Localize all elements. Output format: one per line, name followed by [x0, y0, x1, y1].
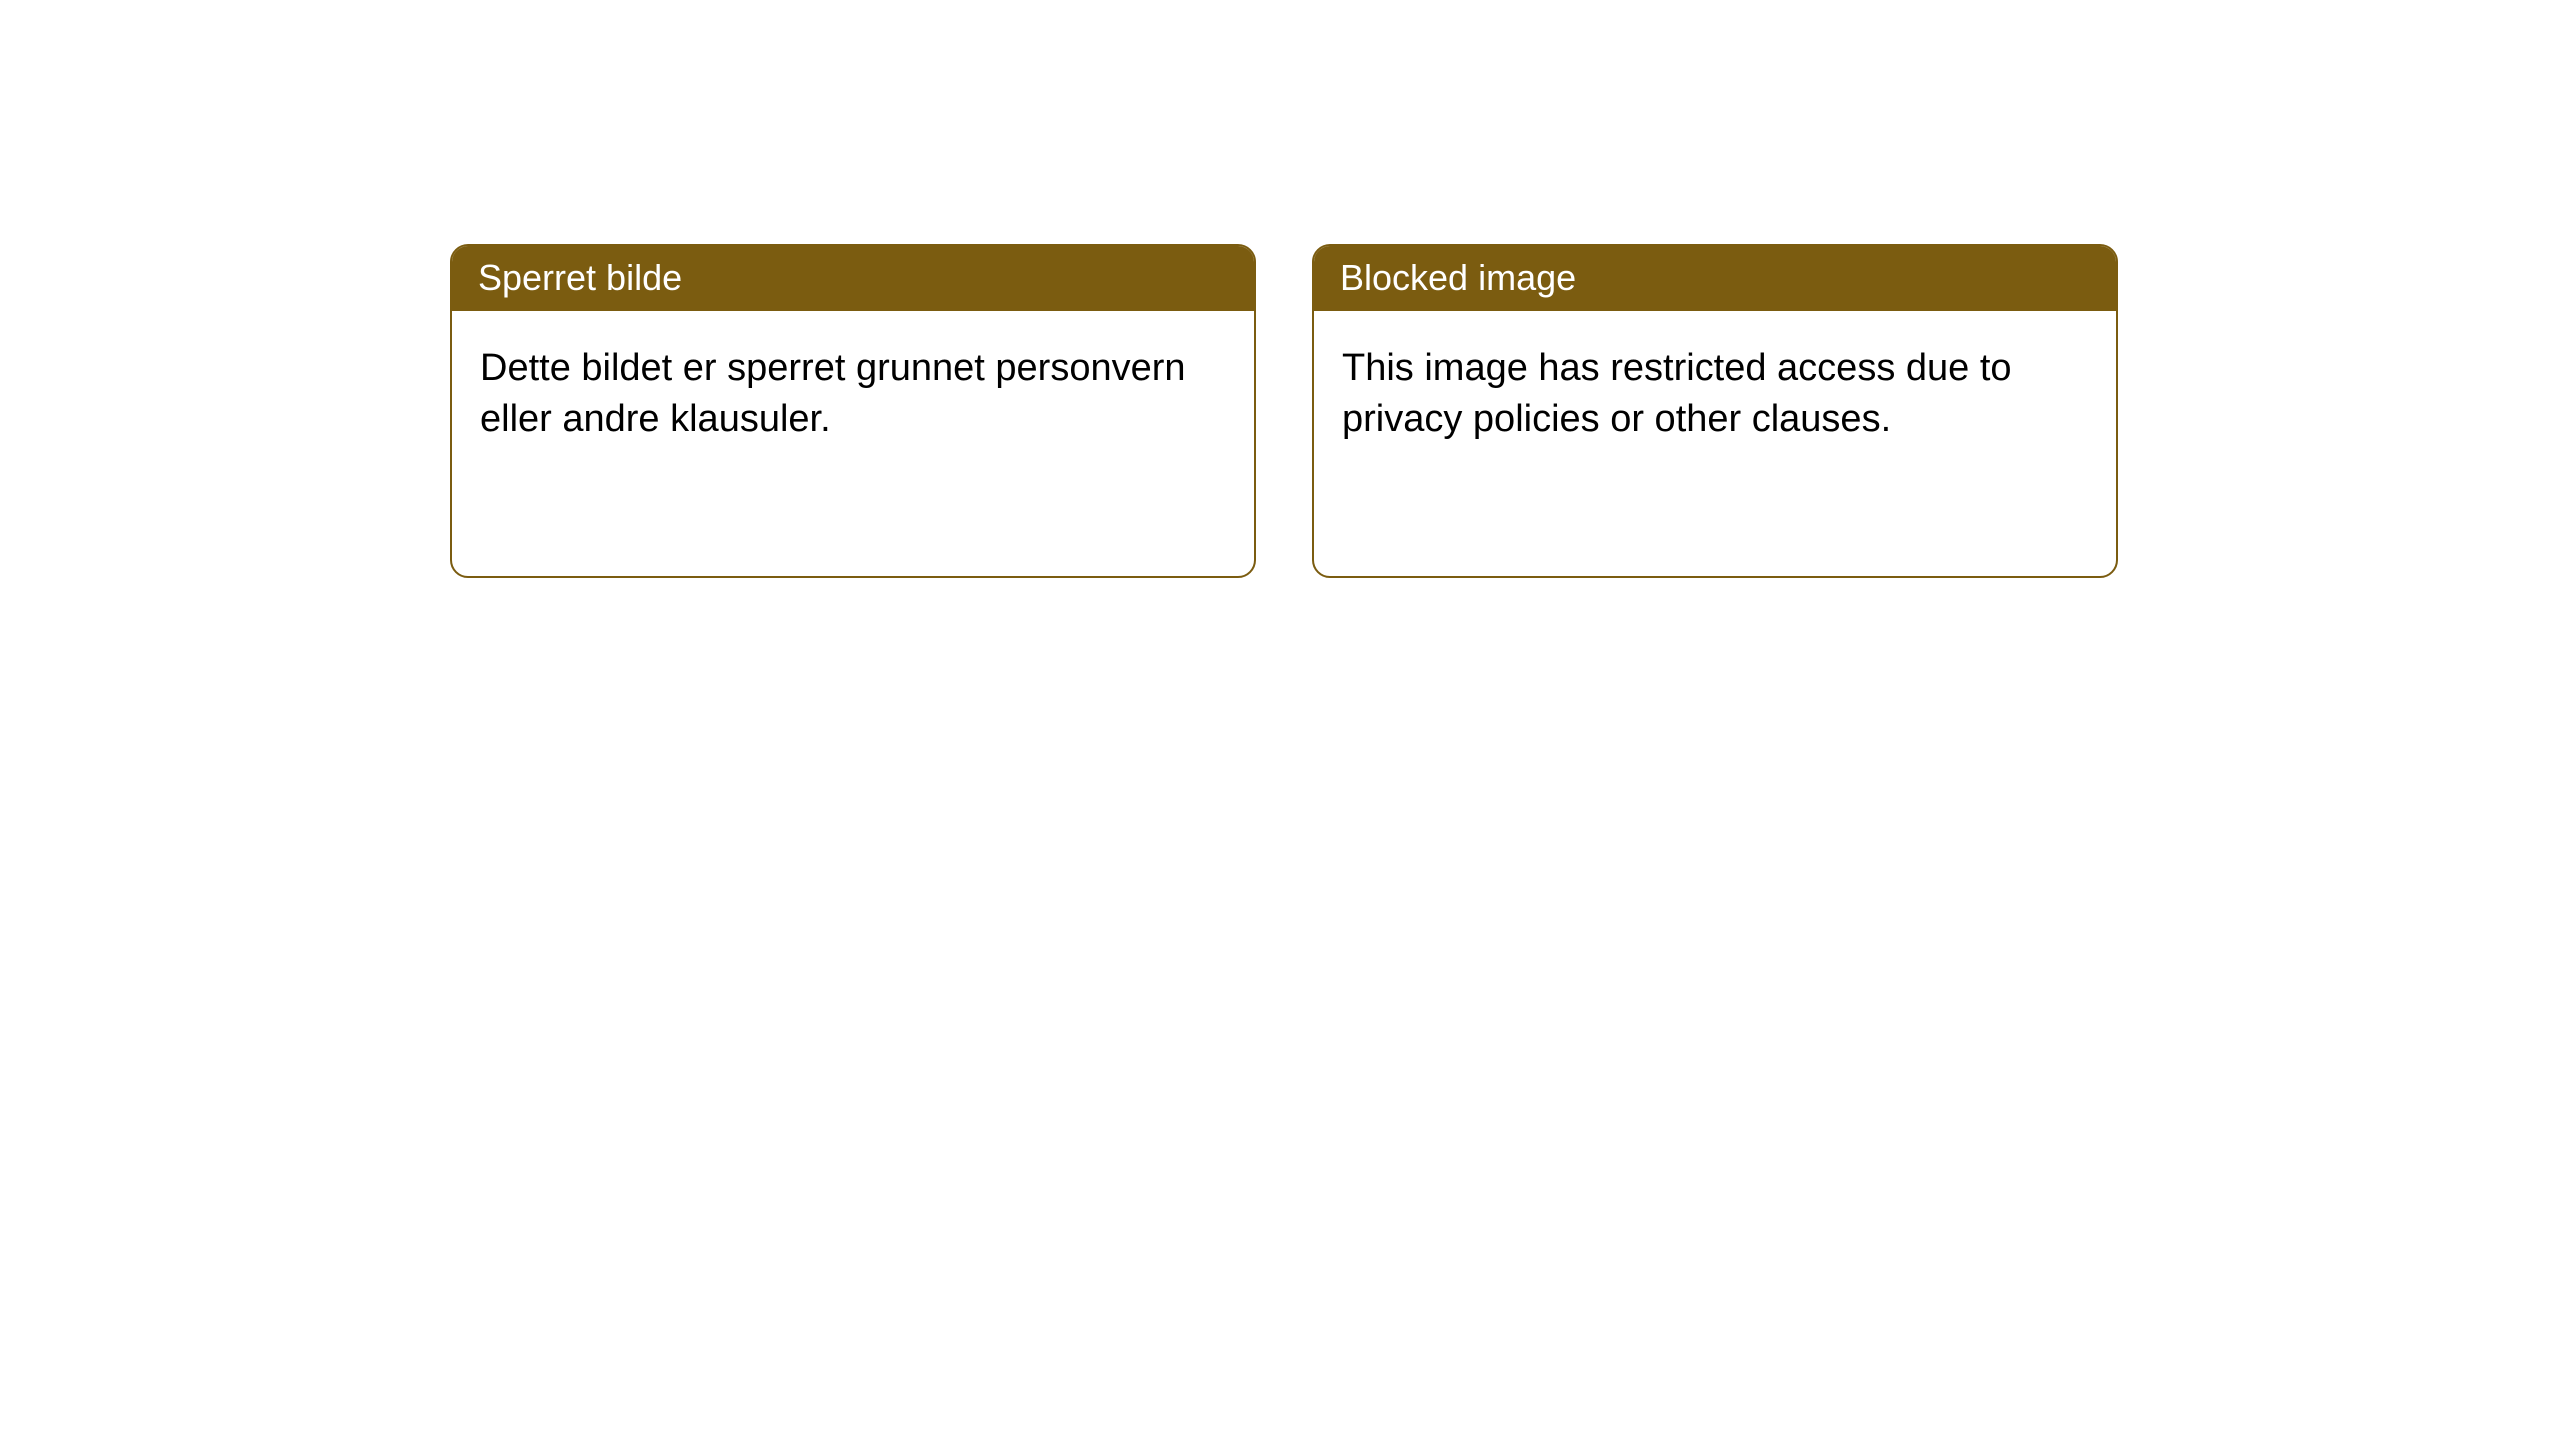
notice-title: Blocked image	[1314, 246, 2116, 311]
notice-title: Sperret bilde	[452, 246, 1254, 311]
notice-body: Dette bildet er sperret grunnet personve…	[452, 311, 1254, 474]
notice-body: This image has restricted access due to …	[1314, 311, 2116, 474]
notice-card-norwegian: Sperret bilde Dette bildet er sperret gr…	[450, 244, 1256, 578]
notice-card-english: Blocked image This image has restricted …	[1312, 244, 2118, 578]
notice-container: Sperret bilde Dette bildet er sperret gr…	[0, 0, 2560, 578]
